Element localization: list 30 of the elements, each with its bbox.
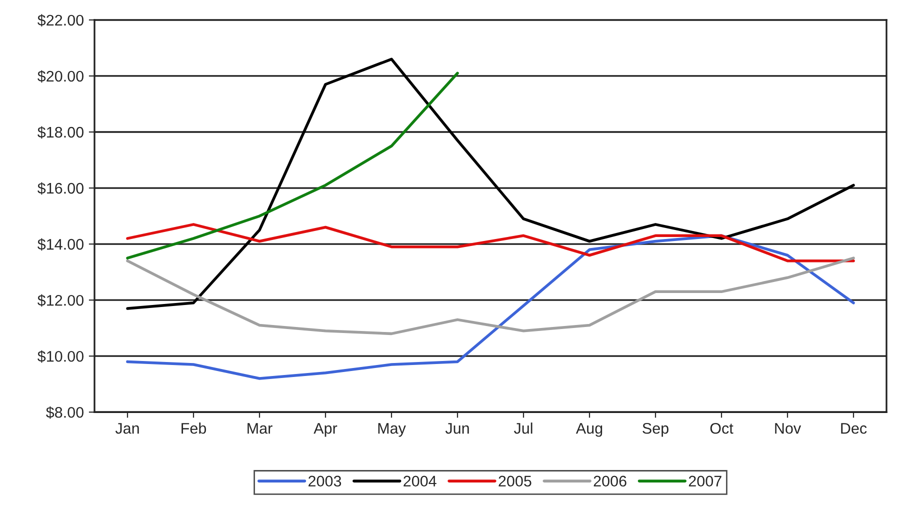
x-tick-label: May	[378, 423, 406, 437]
x-tick-label: Dec	[841, 423, 867, 434]
line-series	[126, 223, 855, 262]
x-tick-label: Jul	[514, 422, 532, 434]
x-tick-label: Mar	[248, 423, 272, 434]
x-tick-label: Oct	[710, 422, 734, 434]
x-tick-label: Aug	[576, 423, 602, 437]
legend-label: 2004	[404, 476, 436, 487]
x-tick-label: Jan	[115, 423, 139, 434]
y-tick-label: $22.00	[38, 14, 84, 27]
y-tick-label: $10.00	[38, 350, 84, 363]
y-tick-label: $20.00	[38, 70, 84, 83]
legend-label: 2006	[594, 476, 626, 487]
line-series	[126, 58, 855, 310]
x-tick-label: Sep	[642, 422, 668, 437]
x-tick-label: Apr	[314, 423, 338, 437]
y-tick-label: $16.00	[38, 182, 84, 195]
x-tick-label: Feb	[182, 422, 206, 434]
line-series	[126, 234, 855, 380]
y-tick-label: $12.00	[38, 294, 84, 307]
y-tick-label: $18.00	[38, 126, 84, 139]
legend-label: 2007	[688, 476, 722, 487]
legend-label: 2005	[498, 476, 532, 487]
line-series	[126, 256, 855, 336]
line-series	[126, 72, 459, 260]
y-tick-label: $14.00	[38, 238, 84, 251]
legend-label: 2003	[308, 476, 342, 487]
y-tick-label: $8.00	[46, 406, 84, 419]
x-tick-label: Jun	[445, 423, 469, 434]
x-tick-label: Nov	[775, 423, 802, 434]
